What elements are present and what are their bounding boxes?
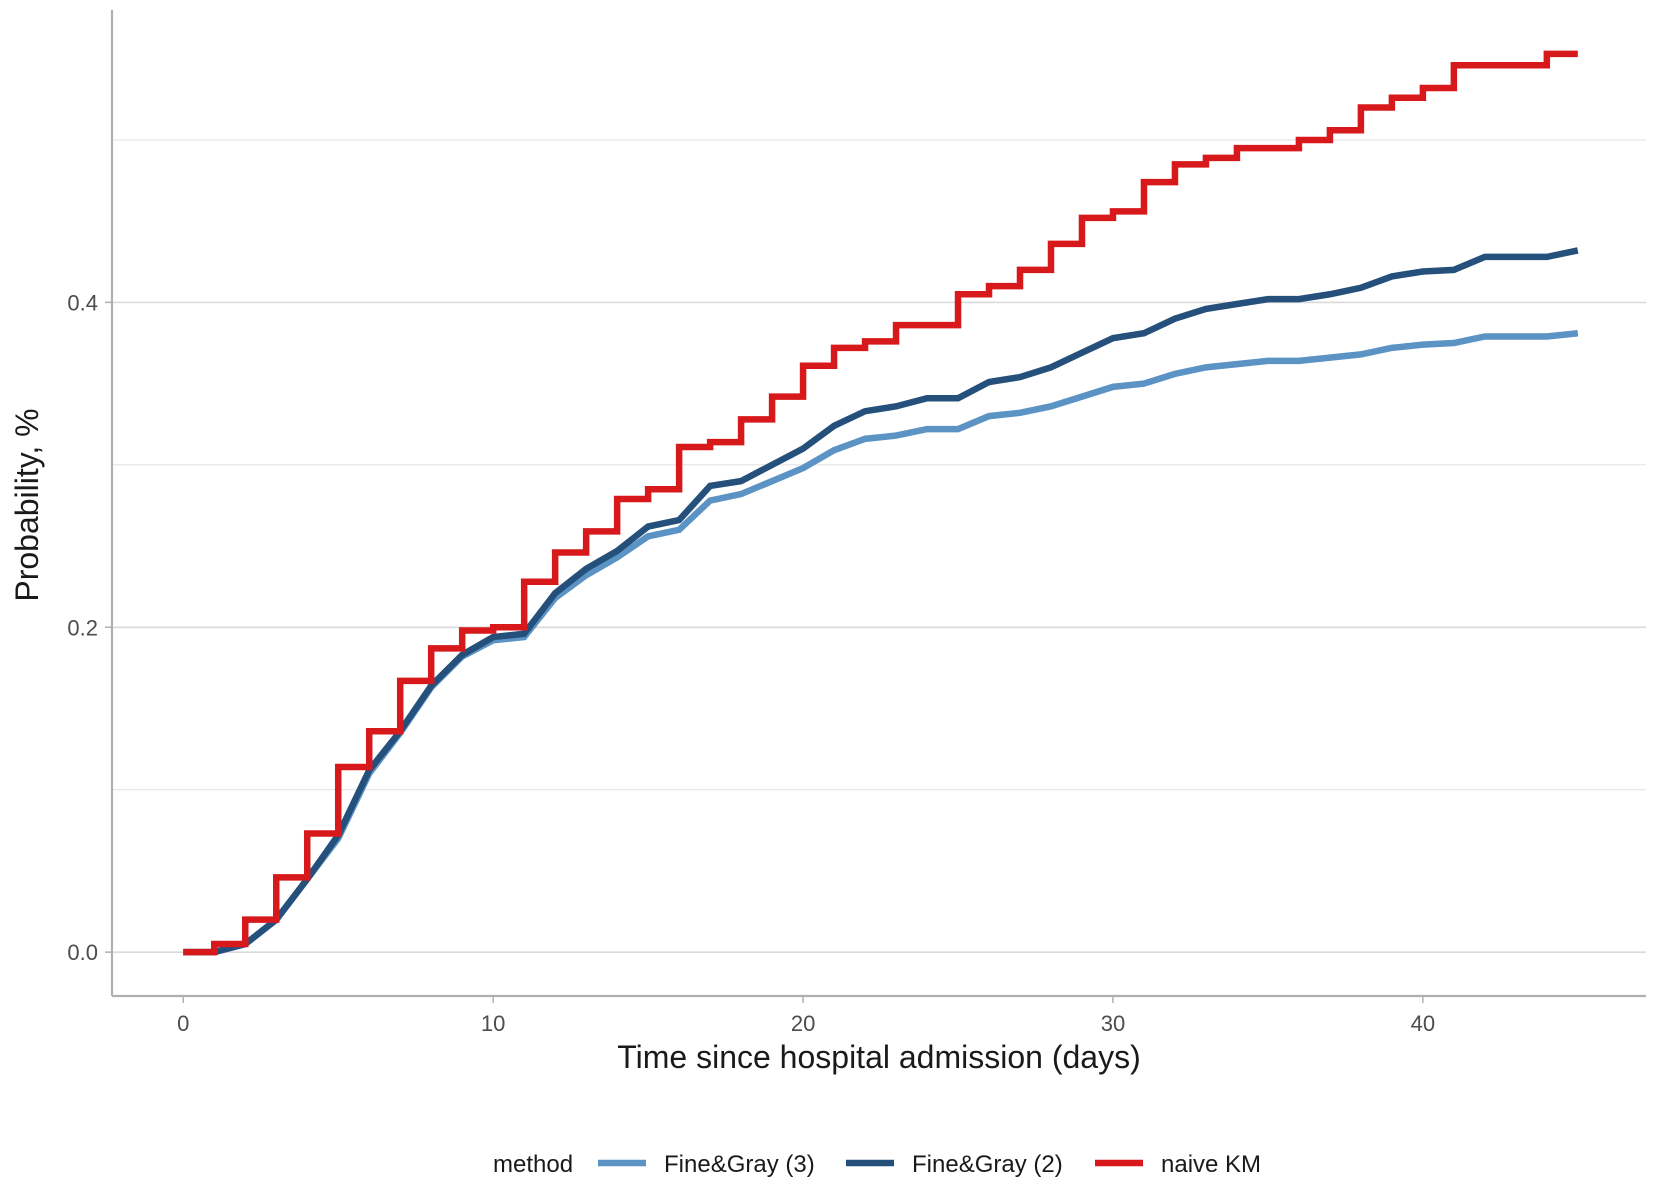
x-tick-label: 30 [1101,1011,1125,1036]
x-tick-label: 10 [481,1011,505,1036]
x-tick-label: 40 [1411,1011,1435,1036]
x-axis-title: Time since hospital admission (days) [617,1039,1140,1075]
y-tick-label: 0.4 [67,290,98,315]
x-tick-label: 0 [177,1011,189,1036]
y-tick-label: 0.0 [67,940,98,965]
legend-item-label: Fine&Gray (2) [912,1151,1063,1178]
legend-title: method [493,1151,573,1178]
legend: method Fine&Gray (3) Fine&Gray (2) naive KM [493,1151,1261,1178]
series-line-fine-gray-3 [183,330,1579,956]
y-tick-label: 0.2 [67,615,98,640]
x-tick-label: 20 [791,1011,815,1036]
series-line-naive-km [183,50,1578,956]
y-axis-title: Probability, % [9,408,45,601]
legend-item-label: Fine&Gray (3) [664,1151,815,1178]
series-line-fine-gray-2 [183,247,1579,956]
legend-item-label: naive KM [1161,1151,1261,1178]
